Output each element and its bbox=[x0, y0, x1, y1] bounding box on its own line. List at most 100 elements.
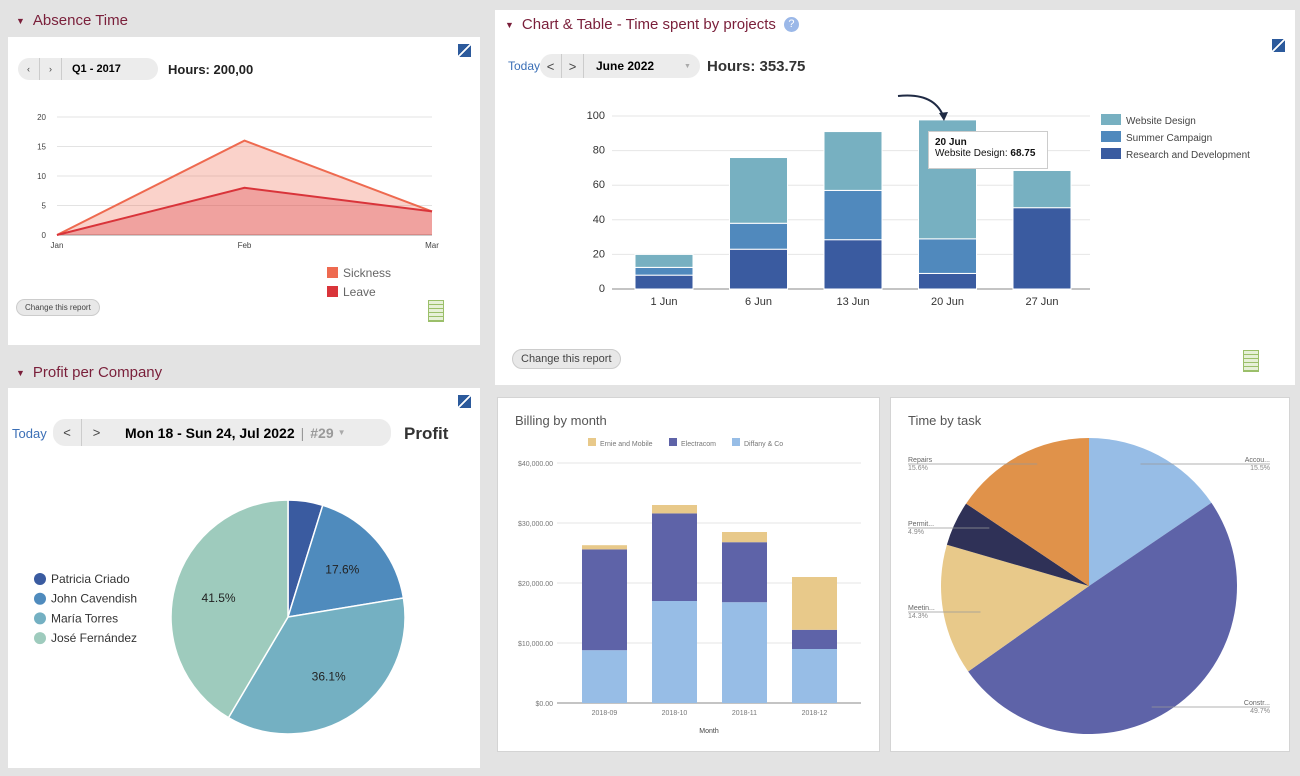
period-label: Mon 18 - Sun 24, Jul 2022 bbox=[125, 424, 295, 441]
absence-period-selector[interactable]: ‹ › Q1 - 2017 bbox=[18, 58, 158, 80]
legend-swatch bbox=[1101, 114, 1121, 125]
bar-segment bbox=[792, 649, 837, 703]
slice-value-label: 36.1% bbox=[312, 669, 346, 683]
slice-name-label: Repairs bbox=[908, 457, 933, 464]
legend-label: John Cavendish bbox=[51, 592, 137, 606]
period-label: Q1 - 2017 bbox=[72, 63, 121, 75]
pie-slice bbox=[286, 504, 405, 618]
x-tick-label: 20 Jun bbox=[931, 296, 964, 308]
legend-swatch bbox=[732, 438, 740, 446]
pie-slice bbox=[946, 503, 1089, 586]
prev-button[interactable]: ‹ bbox=[18, 58, 40, 80]
x-tick-label: 2018-12 bbox=[802, 710, 828, 717]
bar-segment bbox=[634, 274, 694, 290]
legend-dot bbox=[34, 612, 46, 625]
tooltip-title: 20 Jun bbox=[935, 137, 967, 148]
y-tick-label: 80 bbox=[593, 145, 605, 157]
y-tick-label: 5 bbox=[42, 202, 47, 211]
next-button[interactable]: > bbox=[92, 425, 101, 440]
slice-value-label: 41.5% bbox=[202, 591, 236, 605]
bar-segment bbox=[582, 545, 627, 550]
bar-segment bbox=[918, 238, 977, 274]
slice-name-label: Accou... bbox=[1245, 457, 1270, 464]
pie-slice bbox=[227, 597, 406, 735]
absence-panel bbox=[8, 37, 480, 345]
bar-segment bbox=[634, 266, 694, 276]
y-tick-label: 20 bbox=[593, 248, 605, 260]
projects-header[interactable]: ▼ Chart & Table - Time spent by projects? bbox=[505, 16, 799, 33]
week-number: #29 bbox=[310, 424, 334, 441]
bar-segment bbox=[582, 650, 627, 703]
csv-export-icon[interactable] bbox=[1243, 350, 1259, 372]
x-tick-label: 13 Jun bbox=[836, 296, 869, 308]
collapse-icon[interactable]: ▼ bbox=[16, 367, 25, 378]
dropdown-icon[interactable]: ▼ bbox=[684, 62, 691, 70]
today-link[interactable]: Today bbox=[12, 426, 47, 441]
y-tick-label: 60 bbox=[593, 179, 605, 191]
projects-period-selector[interactable]: < > June 2022 ▼ bbox=[540, 54, 700, 78]
bar-segment bbox=[1012, 169, 1072, 209]
csv-export-icon[interactable] bbox=[428, 300, 444, 322]
legend-label: José Fernández bbox=[51, 631, 137, 645]
bar-segment bbox=[722, 602, 767, 703]
slice-value-label: 4.9% bbox=[908, 529, 924, 536]
legend-swatch bbox=[669, 438, 677, 446]
pie-slice bbox=[966, 438, 1089, 586]
chart-tooltip: 20 Jun Website Design: 68.75 bbox=[928, 131, 1048, 169]
legend-label: María Torres bbox=[51, 611, 118, 625]
prev-button[interactable]: < bbox=[53, 419, 82, 446]
slice-value-label: 49.7% bbox=[1250, 708, 1270, 715]
prev-button[interactable]: < bbox=[540, 54, 562, 78]
legend-swatch bbox=[327, 267, 338, 278]
slice-name-label: Constr... bbox=[1244, 700, 1270, 707]
next-button[interactable]: > bbox=[562, 54, 584, 78]
collapse-icon[interactable]: ▼ bbox=[505, 19, 514, 30]
x-tick-label: 2018-09 bbox=[592, 710, 618, 717]
profit-period-selector[interactable]: < > Mon 18 - Sun 24, Jul 2022 | #29 ▼ bbox=[53, 419, 391, 446]
help-icon[interactable]: ? bbox=[783, 17, 799, 32]
slice-name-label: Meetin... bbox=[908, 605, 935, 612]
bar-segment bbox=[729, 248, 788, 290]
tooltip-value: 68.75 bbox=[1010, 148, 1036, 159]
y-tick-label: $20,000.00 bbox=[518, 581, 553, 588]
y-tick-label: 15 bbox=[37, 143, 46, 152]
legend-label: Diffany & Co bbox=[744, 441, 783, 448]
slice-name-label: Permit... bbox=[908, 521, 934, 528]
expand-icon[interactable] bbox=[458, 395, 471, 408]
billing-title: Billing by month bbox=[515, 413, 607, 428]
bar-segment bbox=[634, 253, 694, 268]
legend-label: Sickness bbox=[343, 266, 391, 280]
period-label: June 2022 bbox=[596, 59, 655, 73]
bar-segment bbox=[918, 272, 977, 290]
slice-value-label: 17.6% bbox=[325, 563, 359, 577]
change-report-button[interactable]: Change this report bbox=[16, 299, 100, 316]
change-report-button[interactable]: Change this report bbox=[512, 349, 621, 369]
absence-header[interactable]: ▼ Absence Time bbox=[16, 12, 128, 29]
annotation-arrow bbox=[897, 94, 945, 119]
bar-segment bbox=[582, 549, 627, 651]
legend-dot bbox=[34, 592, 46, 605]
slice-value-label: 15.5% bbox=[1250, 465, 1270, 472]
profit-label: Profit bbox=[404, 424, 449, 443]
bar-segment bbox=[729, 222, 788, 250]
projects-title: Chart & Table - Time spent by projects bbox=[521, 16, 776, 33]
collapse-icon[interactable]: ▼ bbox=[16, 15, 25, 26]
legend-swatch bbox=[1101, 148, 1121, 159]
y-tick-label: $0.00 bbox=[535, 701, 553, 708]
bar-segment bbox=[823, 239, 883, 290]
slice-value-label: 15.6% bbox=[908, 465, 928, 472]
bar-segment bbox=[652, 505, 697, 514]
pie-slice bbox=[170, 499, 289, 719]
x-tick-label: 6 Jun bbox=[745, 296, 772, 308]
bar-segment bbox=[792, 577, 837, 630]
dropdown-icon[interactable]: ▼ bbox=[337, 428, 346, 437]
y-tick-label: 20 bbox=[37, 113, 46, 122]
expand-icon[interactable] bbox=[1272, 39, 1285, 52]
expand-icon[interactable] bbox=[458, 44, 471, 57]
x-tick-label: Mar bbox=[425, 241, 439, 250]
profit-header[interactable]: ▼ Profit per Company bbox=[16, 364, 162, 381]
series-line-0 bbox=[56, 139, 433, 236]
next-button[interactable]: › bbox=[40, 58, 62, 80]
today-link[interactable]: Today bbox=[508, 59, 541, 73]
